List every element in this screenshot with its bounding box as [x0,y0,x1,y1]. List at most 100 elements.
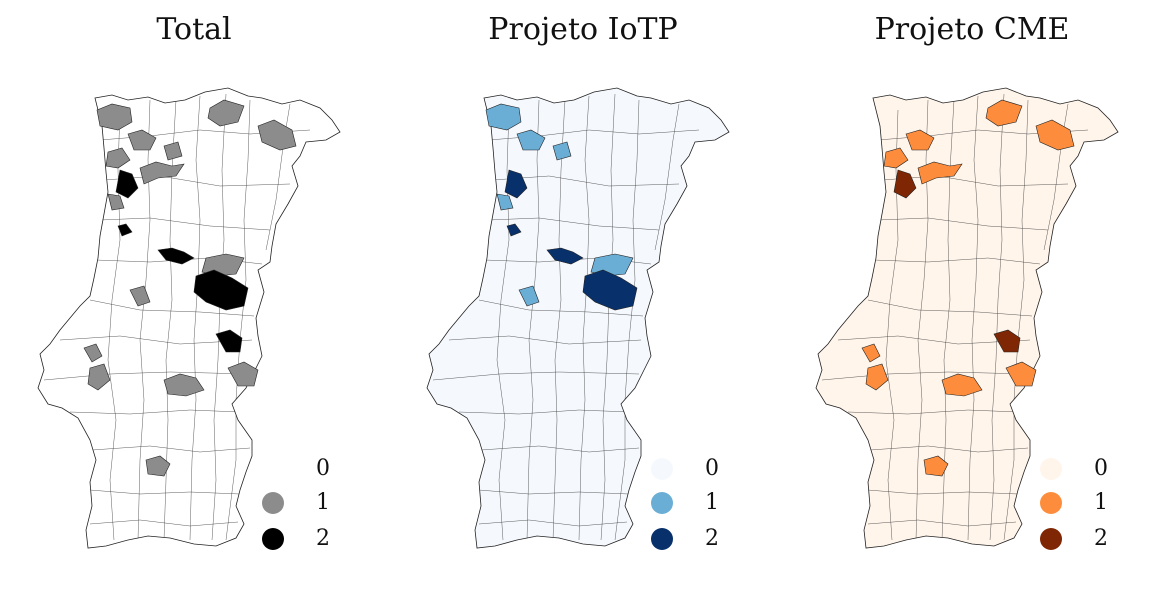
municipality-region [215,329,243,353]
municipality-region [117,223,133,237]
municipality-boundary [59,335,253,345]
portugal-map-iotp [426,87,730,549]
municipality-region [905,129,935,151]
municipality-region [582,269,638,311]
legend-label: 2 [705,526,719,551]
portugal-map-cme [815,87,1119,549]
municipality-region [865,363,889,391]
municipality-boundary [488,217,660,231]
municipality-region [157,247,195,265]
municipality-boundary [600,93,616,541]
legend-swatch [1040,492,1062,514]
legend-swatch [262,458,284,480]
municipality-region [193,269,249,311]
municipality-boundary [1003,99,1029,541]
municipality-region [227,361,259,387]
municipality-region [207,99,245,127]
legend-label: 1 [705,490,719,515]
legend-swatch [651,528,673,550]
municipality-region [506,223,522,237]
country-outline [815,87,1119,549]
municipality-boundary [265,103,291,251]
legend-swatch [651,458,673,480]
legend-item-1: 1 [651,486,741,522]
legend-item-0: 0 [651,452,741,488]
municipality-boundary [867,299,1033,317]
municipality-boundary [847,409,1019,415]
legend-swatch [651,492,673,514]
municipality-boundary [225,99,251,541]
municipality-boundary [69,409,241,415]
legend-label: 0 [316,456,330,481]
legend-item-2: 2 [651,522,741,558]
municipality-boundary [821,371,1029,381]
legend-item-0: 0 [262,452,352,488]
municipality-boundary [432,371,640,381]
municipality-boundary [89,519,239,527]
municipality-boundary [448,335,642,345]
municipality-boundary [614,99,640,541]
municipality-region [163,141,183,161]
municipality-region [883,147,909,169]
legend-item-0: 0 [1040,452,1130,488]
legend-swatch [262,492,284,514]
legend-iotp: 0 1 2 [651,452,741,562]
municipality-region [496,193,514,211]
municipality-region [923,455,949,477]
municipality-boundary [526,99,540,541]
legend-label: 2 [1094,526,1108,551]
municipality-boundary [877,217,1049,231]
legend-cme: 0 1 2 [1040,452,1130,562]
municipality-boundary [578,95,590,541]
municipality-region [516,129,546,151]
municipality-region [518,285,540,307]
municipality-boundary [478,299,644,317]
legend-swatch [1040,528,1062,550]
municipality-region [139,161,185,185]
municipality-boundary [91,445,251,453]
municipality-boundary [967,95,979,541]
municipality-boundary [873,257,1041,265]
municipality-region [546,247,584,265]
legend-item-1: 1 [1040,486,1130,522]
legend-label: 2 [316,526,330,551]
municipality-region [1005,361,1037,387]
municipality-boundary [43,371,251,381]
municipality-boundary [458,409,630,415]
municipality-boundary [189,95,201,541]
map-panel-total: Total 0 1 2 [0,0,388,594]
municipality-region [504,169,528,199]
municipality-boundary [654,103,680,251]
municipality-boundary [867,519,1017,527]
municipality-boundary [480,445,640,453]
panel-title-cme: Projeto CME [874,12,1070,47]
legend-swatch [262,528,284,550]
legend-label: 1 [316,490,330,515]
municipality-region [145,455,171,477]
municipality-region [127,129,157,151]
municipality-region [87,363,111,391]
municipality-boundary [552,99,566,541]
municipality-region [1035,119,1075,151]
municipality-region [83,343,103,363]
legend-swatch [1040,458,1062,480]
municipality-region [257,119,297,151]
map-panel-iotp: Projeto IoTP 0 1 2 [389,0,777,594]
municipality-region [107,193,125,211]
municipality-region [893,169,917,199]
municipality-region [115,169,139,199]
legend-total: 0 1 2 [262,452,352,562]
municipality-region [96,103,133,131]
municipality-region [129,285,151,307]
municipality-boundary [1043,103,1069,251]
municipality-region [861,343,881,363]
map-panel-cme: Projeto CME 0 1 2 [778,0,1166,594]
panel-title-total: Total [156,12,232,47]
legend-label: 0 [1094,456,1108,481]
legend-item-2: 2 [1040,522,1130,558]
panel-title-iotp: Projeto IoTP [488,12,678,47]
municipality-boundary [99,217,271,231]
municipality-boundary [837,335,1031,345]
municipality-boundary [89,299,255,317]
municipality-region [985,99,1023,127]
